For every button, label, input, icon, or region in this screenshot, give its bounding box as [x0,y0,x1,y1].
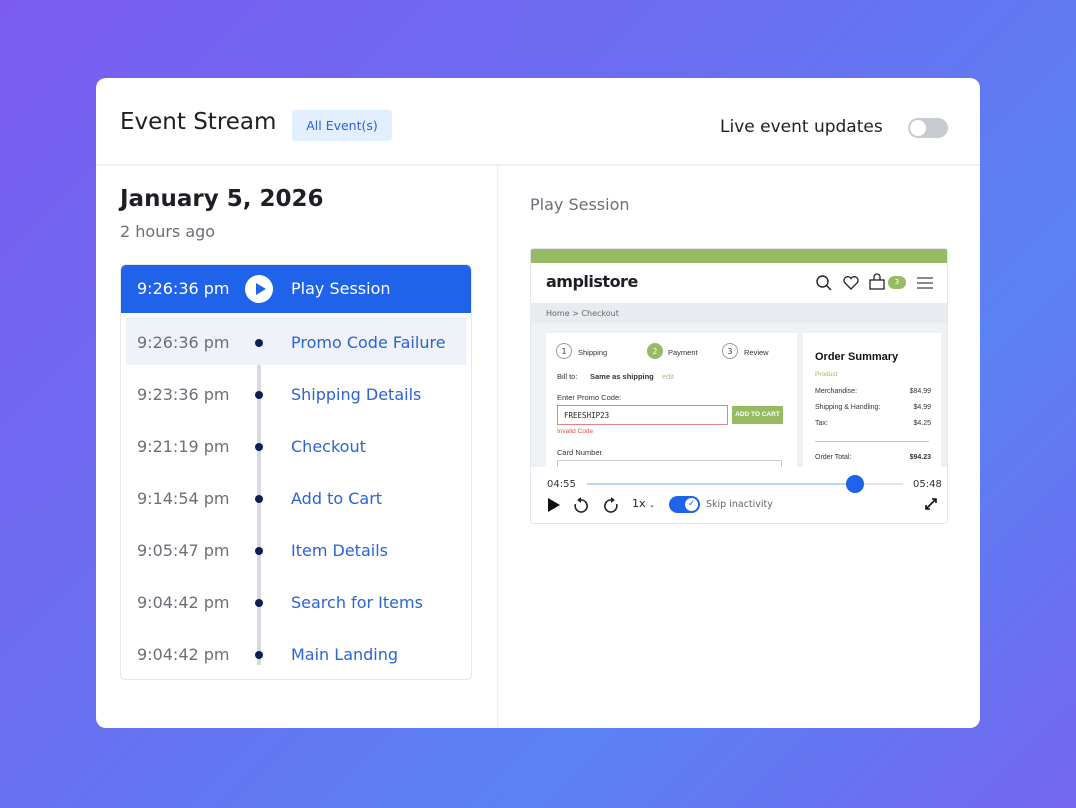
progress-slider[interactable] [587,475,903,493]
event-row[interactable]: 9:05:47 pm Item Details [121,525,471,577]
checkout-form: 1 Shipping 2 Payment 3 Review Bill to: S… [546,333,797,478]
add-to-cart-button[interactable]: ADD TO CART [732,406,783,424]
rewind-10-icon[interactable] [573,496,589,514]
timeline-dot [255,495,263,503]
total-label: Order Total: [815,454,852,461]
promo-label: Enter Promo Code: [557,393,622,402]
store-nav: amplistore 3 [531,263,947,303]
progress-handle[interactable] [845,475,864,493]
product-label: Product [815,371,838,378]
event-row[interactable]: 9:23:36 pm Shipping Details [121,369,471,421]
event-label[interactable]: Add to Cart [291,489,383,508]
event-row[interactable]: 9:04:42 pm Search for Items [121,577,471,629]
event-list: 9:26:36 pm Play Session 9:26:36 pm Promo … [120,264,472,680]
step-label: Shipping [578,348,608,357]
event-time: 9:04:42 pm [137,593,230,612]
timeline-dot [255,547,263,555]
check-icon: ✓ [685,498,698,511]
event-row[interactable]: 9:04:42 pm Main Landing [121,629,471,679]
promo-input[interactable]: FREESHIP23 [557,405,728,425]
current-time: 04:55 [547,479,576,490]
event-row[interactable]: 9:26:36 pm Promo Code Failure [121,317,471,369]
event-label[interactable]: Shipping Details [291,385,422,404]
event-time: 9:14:54 pm [137,489,230,508]
ship-value: $4.99 [913,404,931,411]
step-label: Review [744,348,769,357]
session-player: amplistore 3 Home > Checkout 1 Shipping … [530,248,948,524]
duration: 05:48 [913,479,942,490]
all-events-filter[interactable]: All Event(s) [292,110,392,141]
event-time: 9:23:36 pm [137,385,230,404]
total-value: $94.23 [909,454,931,461]
card-number-label: Card Number [557,448,603,457]
event-label[interactable]: Checkout [291,437,366,456]
divider [497,166,498,728]
session-relative-time: 2 hours ago [120,222,216,241]
selected-highlight [126,317,467,365]
player-heading: Play Session [530,195,630,214]
timeline-dot [255,443,263,451]
step-number: 2 [647,343,663,359]
speed-select[interactable]: 1x ⌄ [632,497,655,510]
step-number: 3 [722,343,738,359]
ship-label: Shipping & Handling: [815,404,881,411]
event-label[interactable]: Search for Items [291,593,423,612]
order-summary: Order Summary Product Merchandise: $84.9… [803,333,941,473]
timeline-dot [255,339,263,347]
bill-to-value: Same as shipping [590,372,654,381]
event-time: 9:26:36 pm [137,279,230,298]
store-breadcrumb: Home > Checkout [531,303,947,323]
timeline-dot [255,651,263,659]
skip-inactivity-label: Skip inactivity [706,499,773,510]
event-row[interactable]: 9:21:19 pm Checkout [121,421,471,473]
chevron-down-icon: ⌄ [649,501,655,509]
event-time: 9:05:47 pm [137,541,230,560]
session-date: January 5, 2026 [120,186,324,212]
summary-divider [815,441,929,442]
order-summary-title: Order Summary [815,351,899,363]
play-icon[interactable] [547,497,561,513]
event-label: Play Session [291,279,391,298]
event-time: 9:26:36 pm [137,333,230,352]
search-icon [816,275,832,291]
event-row[interactable]: 9:14:54 pm Add to Cart [121,473,471,525]
live-updates-label: Live event updates [720,117,883,137]
step-number: 1 [556,343,572,359]
promo-error: Invalid Code [557,428,594,435]
tax-label: Tax: [815,420,828,427]
cart-count-badge: 3 [888,276,906,289]
shopping-bag-icon [869,273,885,290]
speed-value: 1x [632,497,646,510]
menu-icon [917,277,933,289]
step-label: Payment [668,348,698,357]
event-stream-card: Event Stream All Event(s) Live event upd… [96,78,980,728]
checkout-page: 1 Shipping 2 Payment 3 Review Bill to: S… [531,323,947,478]
event-label[interactable]: Promo Code Failure [291,333,446,352]
skip-inactivity-toggle[interactable]: ✓ [669,496,700,513]
event-time: 9:21:19 pm [137,437,230,456]
event-time: 9:04:42 pm [137,645,230,664]
play-icon[interactable] [245,275,273,303]
merch-label: Merchandise: [815,388,858,395]
store-top-bar [531,249,947,263]
forward-10-icon[interactable] [603,496,619,514]
timeline-dot [255,391,263,399]
event-label[interactable]: Item Details [291,541,388,560]
live-updates-toggle[interactable] [908,118,948,138]
heart-icon [843,276,859,290]
event-row-play-session[interactable]: 9:26:36 pm Play Session [121,265,471,313]
player-controls: 04:55 05:48 1x ⌄ ✓ Skip inactivity [531,467,947,523]
bill-to-label: Bill to: [557,372,578,381]
tax-value: $4.25 [913,420,931,427]
edit-link[interactable]: edit [662,372,675,381]
fullscreen-icon[interactable] [924,497,938,511]
event-label[interactable]: Main Landing [291,645,399,664]
header: Event Stream All Event(s) Live event upd… [96,78,980,166]
merch-value: $84.99 [909,388,931,395]
page-title: Event Stream [120,109,277,135]
timeline-dot [255,599,263,607]
store-logo: amplistore [546,272,638,291]
